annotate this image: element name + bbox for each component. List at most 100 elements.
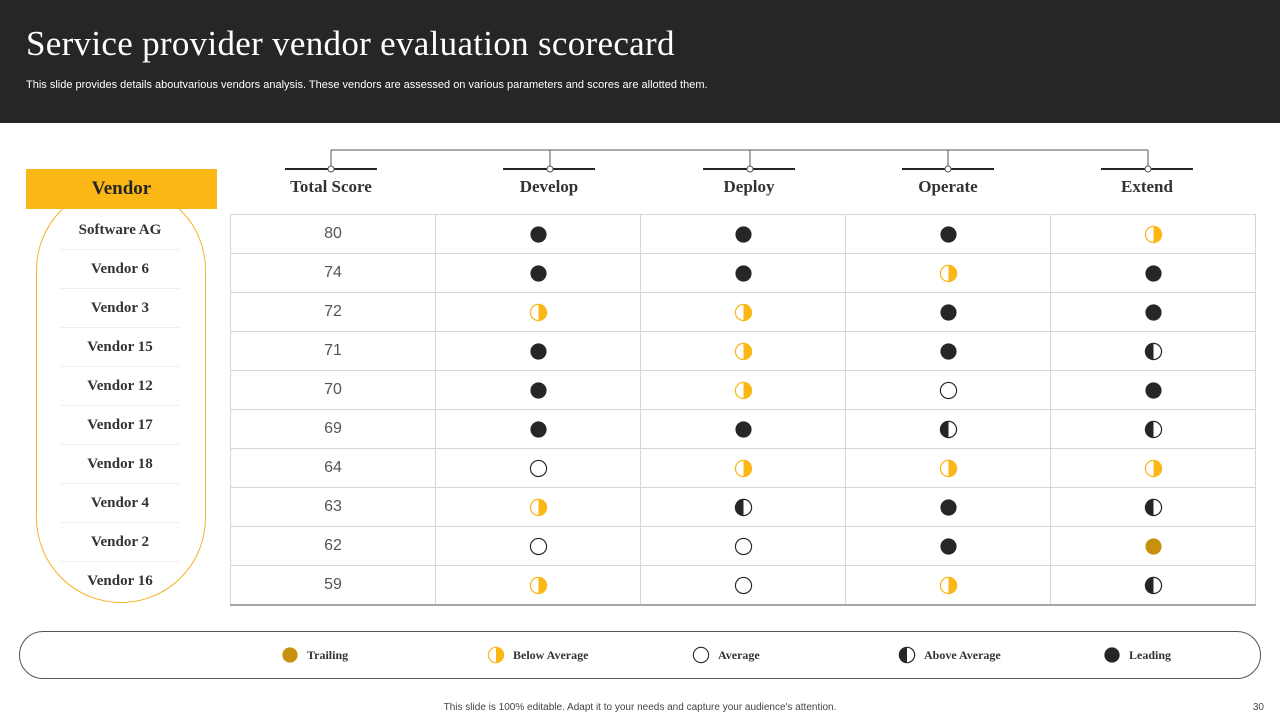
total-score-cell: 74 (230, 253, 436, 293)
operate-rating-cell (845, 370, 1051, 410)
above-average-icon (1144, 576, 1163, 595)
column-header-develop: Develop (519, 177, 579, 196)
above-average-icon (734, 498, 753, 517)
develop-rating-cell (435, 448, 641, 488)
above-average-icon (1144, 420, 1163, 439)
below-average-icon (529, 498, 548, 517)
develop-rating-cell (435, 331, 641, 371)
legend-bar (19, 631, 1261, 679)
leading-icon (529, 420, 548, 439)
deploy-rating-cell (640, 487, 846, 527)
operate-rating-cell (845, 565, 1051, 606)
operate-rating-cell (845, 331, 1051, 371)
scorecard-table: 80 74 72 71 70 69 64 63 62 59 (230, 214, 1256, 606)
total-score-cell: 72 (230, 292, 436, 332)
table-row: 72 (230, 292, 1256, 332)
table-row: 64 (230, 448, 1256, 488)
deploy-rating-cell (640, 448, 846, 488)
title-bar: Service provider vendor evaluation score… (0, 0, 1280, 123)
leading-icon (1103, 646, 1121, 664)
below-average-icon (939, 264, 958, 283)
table-row: 69 (230, 409, 1256, 449)
slide-subtitle: This slide provides details aboutvarious… (26, 79, 708, 91)
table-row: 80 (230, 214, 1256, 254)
total-score-cell: 71 (230, 331, 436, 371)
leading-icon (734, 225, 753, 244)
extend-rating-cell (1050, 526, 1256, 566)
extend-rating-cell (1050, 487, 1256, 527)
operate-rating-cell (845, 214, 1051, 254)
legend-label: Trailing (307, 647, 349, 662)
develop-rating-cell (435, 487, 641, 527)
average-icon (529, 459, 548, 478)
develop-rating-cell (435, 409, 641, 449)
operate-rating-cell (845, 526, 1051, 566)
extend-rating-cell (1050, 214, 1256, 254)
vendor-name: Vendor 4 (60, 484, 180, 523)
total-score-cell: 70 (230, 370, 436, 410)
develop-rating-cell (435, 565, 641, 606)
leading-icon (1144, 264, 1163, 283)
legend-below-average: Below Average (487, 646, 588, 664)
vendor-name: Vendor 3 (60, 289, 180, 328)
vendor-name: Vendor 6 (60, 250, 180, 289)
legend-leading: Leading (1103, 646, 1171, 664)
develop-rating-cell (435, 253, 641, 293)
deploy-rating-cell (640, 526, 846, 566)
leading-icon (734, 420, 753, 439)
leading-icon (529, 342, 548, 361)
extend-rating-cell (1050, 292, 1256, 332)
average-icon (734, 576, 753, 595)
develop-rating-cell (435, 370, 641, 410)
table-row: 63 (230, 487, 1256, 527)
average-icon (734, 537, 753, 556)
leading-icon (529, 225, 548, 244)
legend-label: Leading (1129, 647, 1172, 662)
column-header-total-score: Total Score (290, 177, 372, 196)
table-row: 70 (230, 370, 1256, 410)
deploy-rating-cell (640, 370, 846, 410)
vendor-name: Vendor 12 (60, 367, 180, 406)
page-number: 30 (1252, 702, 1264, 713)
legend-above-average: Above Average (898, 646, 1001, 664)
deploy-rating-cell (640, 331, 846, 371)
total-score-cell: 80 (230, 214, 436, 254)
footer-note: This slide is 100% editable. Adapt it to… (443, 702, 837, 713)
extend-rating-cell (1050, 448, 1256, 488)
below-average-icon (734, 459, 753, 478)
total-score-cell: 59 (230, 565, 436, 606)
above-average-icon (1144, 342, 1163, 361)
table-row: 62 (230, 526, 1256, 566)
table-row: 71 (230, 331, 1256, 371)
extend-rating-cell (1050, 565, 1256, 606)
vendor-name: Vendor 18 (60, 445, 180, 484)
below-average-icon (939, 459, 958, 478)
leading-icon (529, 381, 548, 400)
below-average-icon (734, 381, 753, 400)
below-average-icon (939, 576, 958, 595)
leading-icon (939, 498, 958, 517)
below-average-icon (487, 646, 505, 664)
below-average-icon (734, 303, 753, 322)
trailing-icon (1144, 537, 1163, 556)
operate-rating-cell (845, 409, 1051, 449)
vendor-name: Vendor 16 (87, 573, 153, 589)
leading-icon (1144, 381, 1163, 400)
extend-rating-cell (1050, 253, 1256, 293)
operate-rating-cell (845, 448, 1051, 488)
column-header-deploy: Deploy (723, 177, 775, 196)
slide-title: Service provider vendor evaluation score… (26, 24, 675, 63)
legend-label: Below Average (513, 647, 589, 662)
vendor-name: Vendor 17 (60, 406, 180, 445)
average-icon (529, 537, 548, 556)
leading-icon (939, 342, 958, 361)
deploy-rating-cell (640, 292, 846, 332)
total-score-cell: 62 (230, 526, 436, 566)
operate-rating-cell (845, 253, 1051, 293)
legend-trailing: Trailing (281, 646, 348, 664)
deploy-rating-cell (640, 253, 846, 293)
leading-icon (1144, 303, 1163, 322)
legend-label: Above Average (924, 647, 1001, 662)
average-icon (692, 646, 710, 664)
